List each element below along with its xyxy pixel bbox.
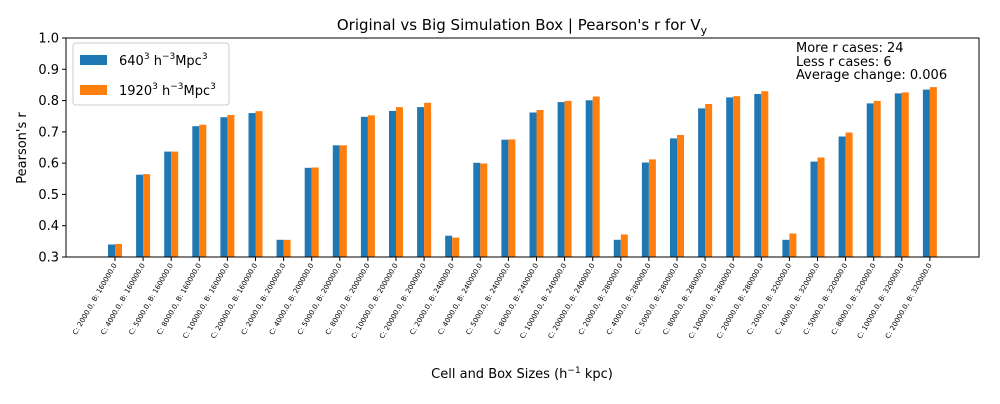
bar-640-11 <box>417 107 425 257</box>
bar-640-5 <box>248 113 256 257</box>
annotation-more-r-cases: More r cases: 24 <box>796 41 904 56</box>
y-tick-label-6: 0.9 <box>38 63 59 78</box>
bar-1920-28 <box>901 92 909 258</box>
annotation-average-change: Average change: 0.006 <box>796 68 947 83</box>
bar-1920-29 <box>929 87 937 257</box>
bar-1920-10 <box>396 107 403 257</box>
bar-640-9 <box>360 116 368 257</box>
bar-640-13 <box>473 162 481 257</box>
bar-1920-22 <box>733 96 741 257</box>
bar-640-0 <box>108 244 115 257</box>
plot-frame <box>65 37 980 258</box>
y-tick-label-0: 0.3 <box>38 251 59 266</box>
bar-1920-20 <box>677 135 684 257</box>
bar-640-10 <box>389 110 396 258</box>
y-tick-label-5: 0.8 <box>38 94 59 109</box>
bar-1920-9 <box>367 115 375 257</box>
bar-640-16 <box>557 102 565 257</box>
bar-640-26 <box>838 136 846 257</box>
bar-1920-7 <box>311 167 319 257</box>
y-tick-label-7: 1.0 <box>38 32 59 47</box>
legend: 6403 h−3Mpc3 19203 h−3Mpc3 <box>72 42 230 106</box>
bars-layer <box>108 87 937 258</box>
bar-1920-26 <box>845 132 853 257</box>
bar-640-8 <box>332 145 340 257</box>
bar-1920-25 <box>817 157 825 257</box>
bar-1920-11 <box>424 102 432 257</box>
bar-640-1 <box>136 174 144 257</box>
bar-640-12 <box>445 235 453 257</box>
bar-1920-24 <box>789 233 797 257</box>
bar-640-6 <box>276 239 284 257</box>
bar-1920-23 <box>761 91 769 257</box>
bar-640-28 <box>894 93 902 258</box>
y-tick-label-4: 0.7 <box>38 125 59 140</box>
bar-1920-27 <box>873 100 881 258</box>
bar-640-7 <box>304 167 312 257</box>
bar-1920-12 <box>452 237 460 257</box>
bar-1920-21 <box>705 104 713 257</box>
legend-label-640: 6403 h−3Mpc3 <box>119 52 208 69</box>
y-tick-label-2: 0.5 <box>38 188 59 203</box>
bar-1920-14 <box>508 139 516 257</box>
bar-1920-0 <box>115 243 122 257</box>
bar-640-17 <box>585 100 593 257</box>
bar-640-15 <box>529 112 537 257</box>
legend-swatch-640 <box>80 55 107 65</box>
bar-640-19 <box>641 162 649 257</box>
y-axis-label: Pearson's r <box>15 112 30 184</box>
bar-1920-18 <box>620 234 628 257</box>
y-tick-label-3: 0.6 <box>38 157 59 172</box>
bar-1920-2 <box>171 151 179 257</box>
stats-annotation: More r cases: 24 Less r cases: 6 Average… <box>796 41 947 83</box>
bar-1920-5 <box>255 111 263 257</box>
bar-640-27 <box>866 103 874 258</box>
bar-640-21 <box>698 108 706 258</box>
bar-640-14 <box>501 139 509 257</box>
legend-swatch-1920 <box>80 85 107 95</box>
annotation-less-r-cases: Less r cases: 6 <box>796 55 892 70</box>
bar-1920-16 <box>564 100 572 258</box>
y-axis: 0.3 0.4 0.5 0.6 0.7 0.8 0.9 1.0 <box>38 32 66 266</box>
bar-1920-19 <box>648 159 656 257</box>
bar-1920-6 <box>283 239 291 257</box>
bar-1920-3 <box>199 124 207 257</box>
bar-1920-17 <box>592 96 600 257</box>
bar-640-3 <box>192 126 200 257</box>
bar-1920-8 <box>339 145 347 257</box>
bar-640-25 <box>810 161 818 257</box>
chart-title: Original vs Big Simulation Box | Pearson… <box>337 16 708 37</box>
bar-640-24 <box>782 239 790 257</box>
bar-1920-13 <box>480 163 488 257</box>
bar-1920-15 <box>536 110 544 257</box>
bar-1920-4 <box>227 115 235 257</box>
bar-640-29 <box>922 89 930 257</box>
bar-640-18 <box>613 239 621 257</box>
x-axis-label: Cell and Box Sizes (h−1 kpc) <box>431 366 613 382</box>
bar-640-23 <box>754 94 762 257</box>
bar-640-22 <box>726 97 734 258</box>
bar-1920-1 <box>143 174 151 257</box>
bar-640-4 <box>220 117 228 257</box>
legend-label-1920: 19203 h−3Mpc3 <box>119 82 216 99</box>
y-tick-label-1: 0.4 <box>38 219 59 234</box>
bar-640-20 <box>670 138 677 257</box>
bar-640-2 <box>164 151 172 257</box>
legend-frame <box>72 42 230 106</box>
